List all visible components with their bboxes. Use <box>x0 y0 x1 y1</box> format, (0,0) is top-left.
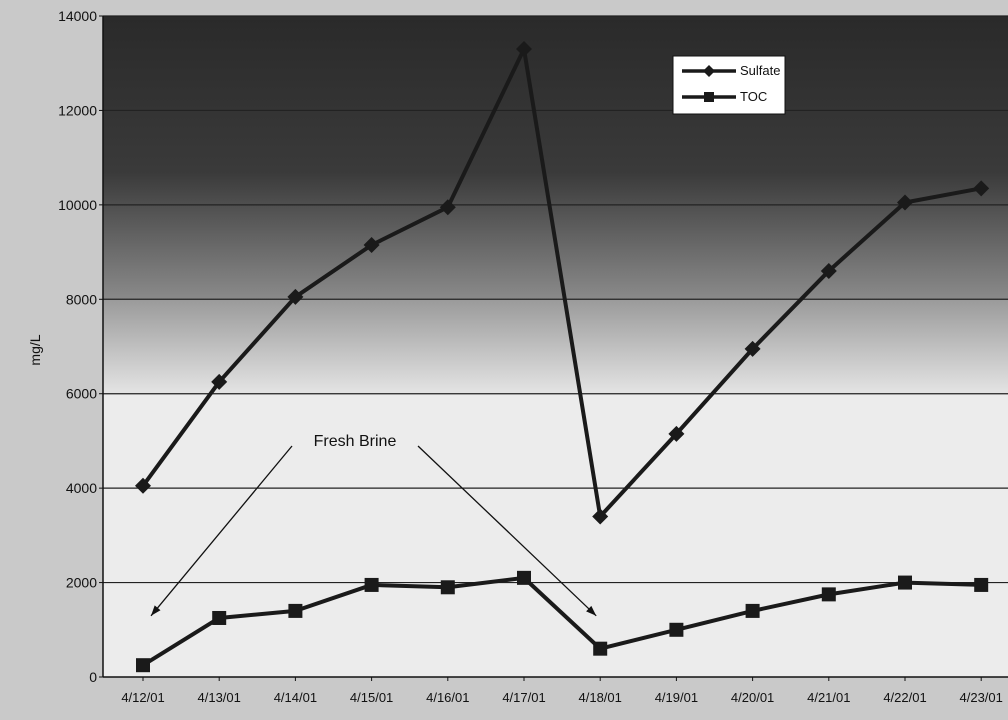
annotation-arrow-line <box>417 445 597 617</box>
x-tick-label: 4/20/01 <box>731 690 774 705</box>
marker-toc <box>364 577 379 592</box>
y-tick-label: 4000 <box>66 480 97 496</box>
marker-sulfate <box>211 373 228 390</box>
marker-sulfate <box>897 194 913 211</box>
marker-toc <box>974 577 989 592</box>
legend-box <box>672 55 786 115</box>
plot-band-dark <box>103 16 1008 300</box>
series-line-sulfate <box>141 47 982 519</box>
marker-sulfate <box>592 508 609 525</box>
x-tick-label: 4/17/01 <box>502 690 545 705</box>
y-tick-label: 8000 <box>66 291 97 307</box>
y-tick-label: 6000 <box>66 386 97 402</box>
marker-sulfate <box>363 236 380 253</box>
marker-toc <box>517 570 531 585</box>
x-tick-label: 4/12/01 <box>121 690 164 705</box>
marker-sulfate <box>516 41 532 58</box>
legend-label-toc: TOC <box>740 89 767 104</box>
legend: Sulfate TOC <box>672 55 786 115</box>
legend-label-sulfate: Sulfate <box>740 63 780 78</box>
series-lines <box>141 47 982 667</box>
x-tick-label: 4/13/01 <box>198 690 241 705</box>
marker-toc <box>593 641 608 656</box>
marker-sulfate <box>820 262 837 279</box>
y-tick-label: 2000 <box>66 575 97 591</box>
y-axis-label: mg/L <box>27 334 43 365</box>
annotation: Fresh Brine <box>150 433 597 617</box>
x-tick-label: 4/18/01 <box>579 690 622 705</box>
marker-toc <box>288 603 303 618</box>
x-tick-label: 4/14/01 <box>274 690 317 705</box>
marker-sulfate <box>439 199 456 216</box>
marker-toc <box>745 603 760 618</box>
x-tick-label: 4/23/01 <box>960 690 1003 705</box>
series-markers <box>135 41 990 673</box>
x-tick-label: 4/22/01 <box>883 690 926 705</box>
y-tick-label: 12000 <box>58 102 97 118</box>
x-axis: 4/12/01 4/13/01 4/14/01 4/15/01 4/16/01 4/17/… <box>103 676 1008 705</box>
plot-band-light <box>103 393 1008 677</box>
marker-sulfate <box>135 477 151 494</box>
marker-sulfate <box>973 180 990 197</box>
marker-toc <box>669 622 684 637</box>
marker-toc <box>898 575 912 590</box>
marker-toc <box>440 580 455 595</box>
marker-sulfate <box>668 425 685 442</box>
gridlines <box>103 15 1008 584</box>
marker-toc <box>821 587 836 602</box>
legend-swatch-marker-sulfate <box>703 65 715 77</box>
annotation-arrow-line <box>150 445 293 617</box>
y-tick-label: 14000 <box>58 8 97 24</box>
y-tick-label: 10000 <box>58 197 97 213</box>
marker-sulfate <box>287 288 304 305</box>
annotation-arrow-head <box>586 605 597 616</box>
x-tick-label: 4/15/01 <box>350 690 393 705</box>
x-tick-label: 4/21/01 <box>807 690 850 705</box>
annotation-label: Fresh Brine <box>314 433 397 450</box>
marker-toc <box>212 610 227 625</box>
legend-swatch-marker-toc <box>704 92 714 102</box>
marker-sulfate <box>744 340 761 357</box>
marker-toc <box>136 658 150 673</box>
y-tick-label: 0 <box>89 669 97 685</box>
x-tick-label: 4/19/01 <box>655 690 698 705</box>
series-line-toc <box>141 575 982 667</box>
x-tick-label: 4/16/01 <box>426 690 469 705</box>
plot-band-mid <box>103 299 1008 394</box>
y-axis: 0 2000 4000 6000 8000 10000 12000 14000 <box>58 8 104 685</box>
annotation-arrow-head <box>151 605 161 616</box>
plot-background <box>103 16 1008 677</box>
